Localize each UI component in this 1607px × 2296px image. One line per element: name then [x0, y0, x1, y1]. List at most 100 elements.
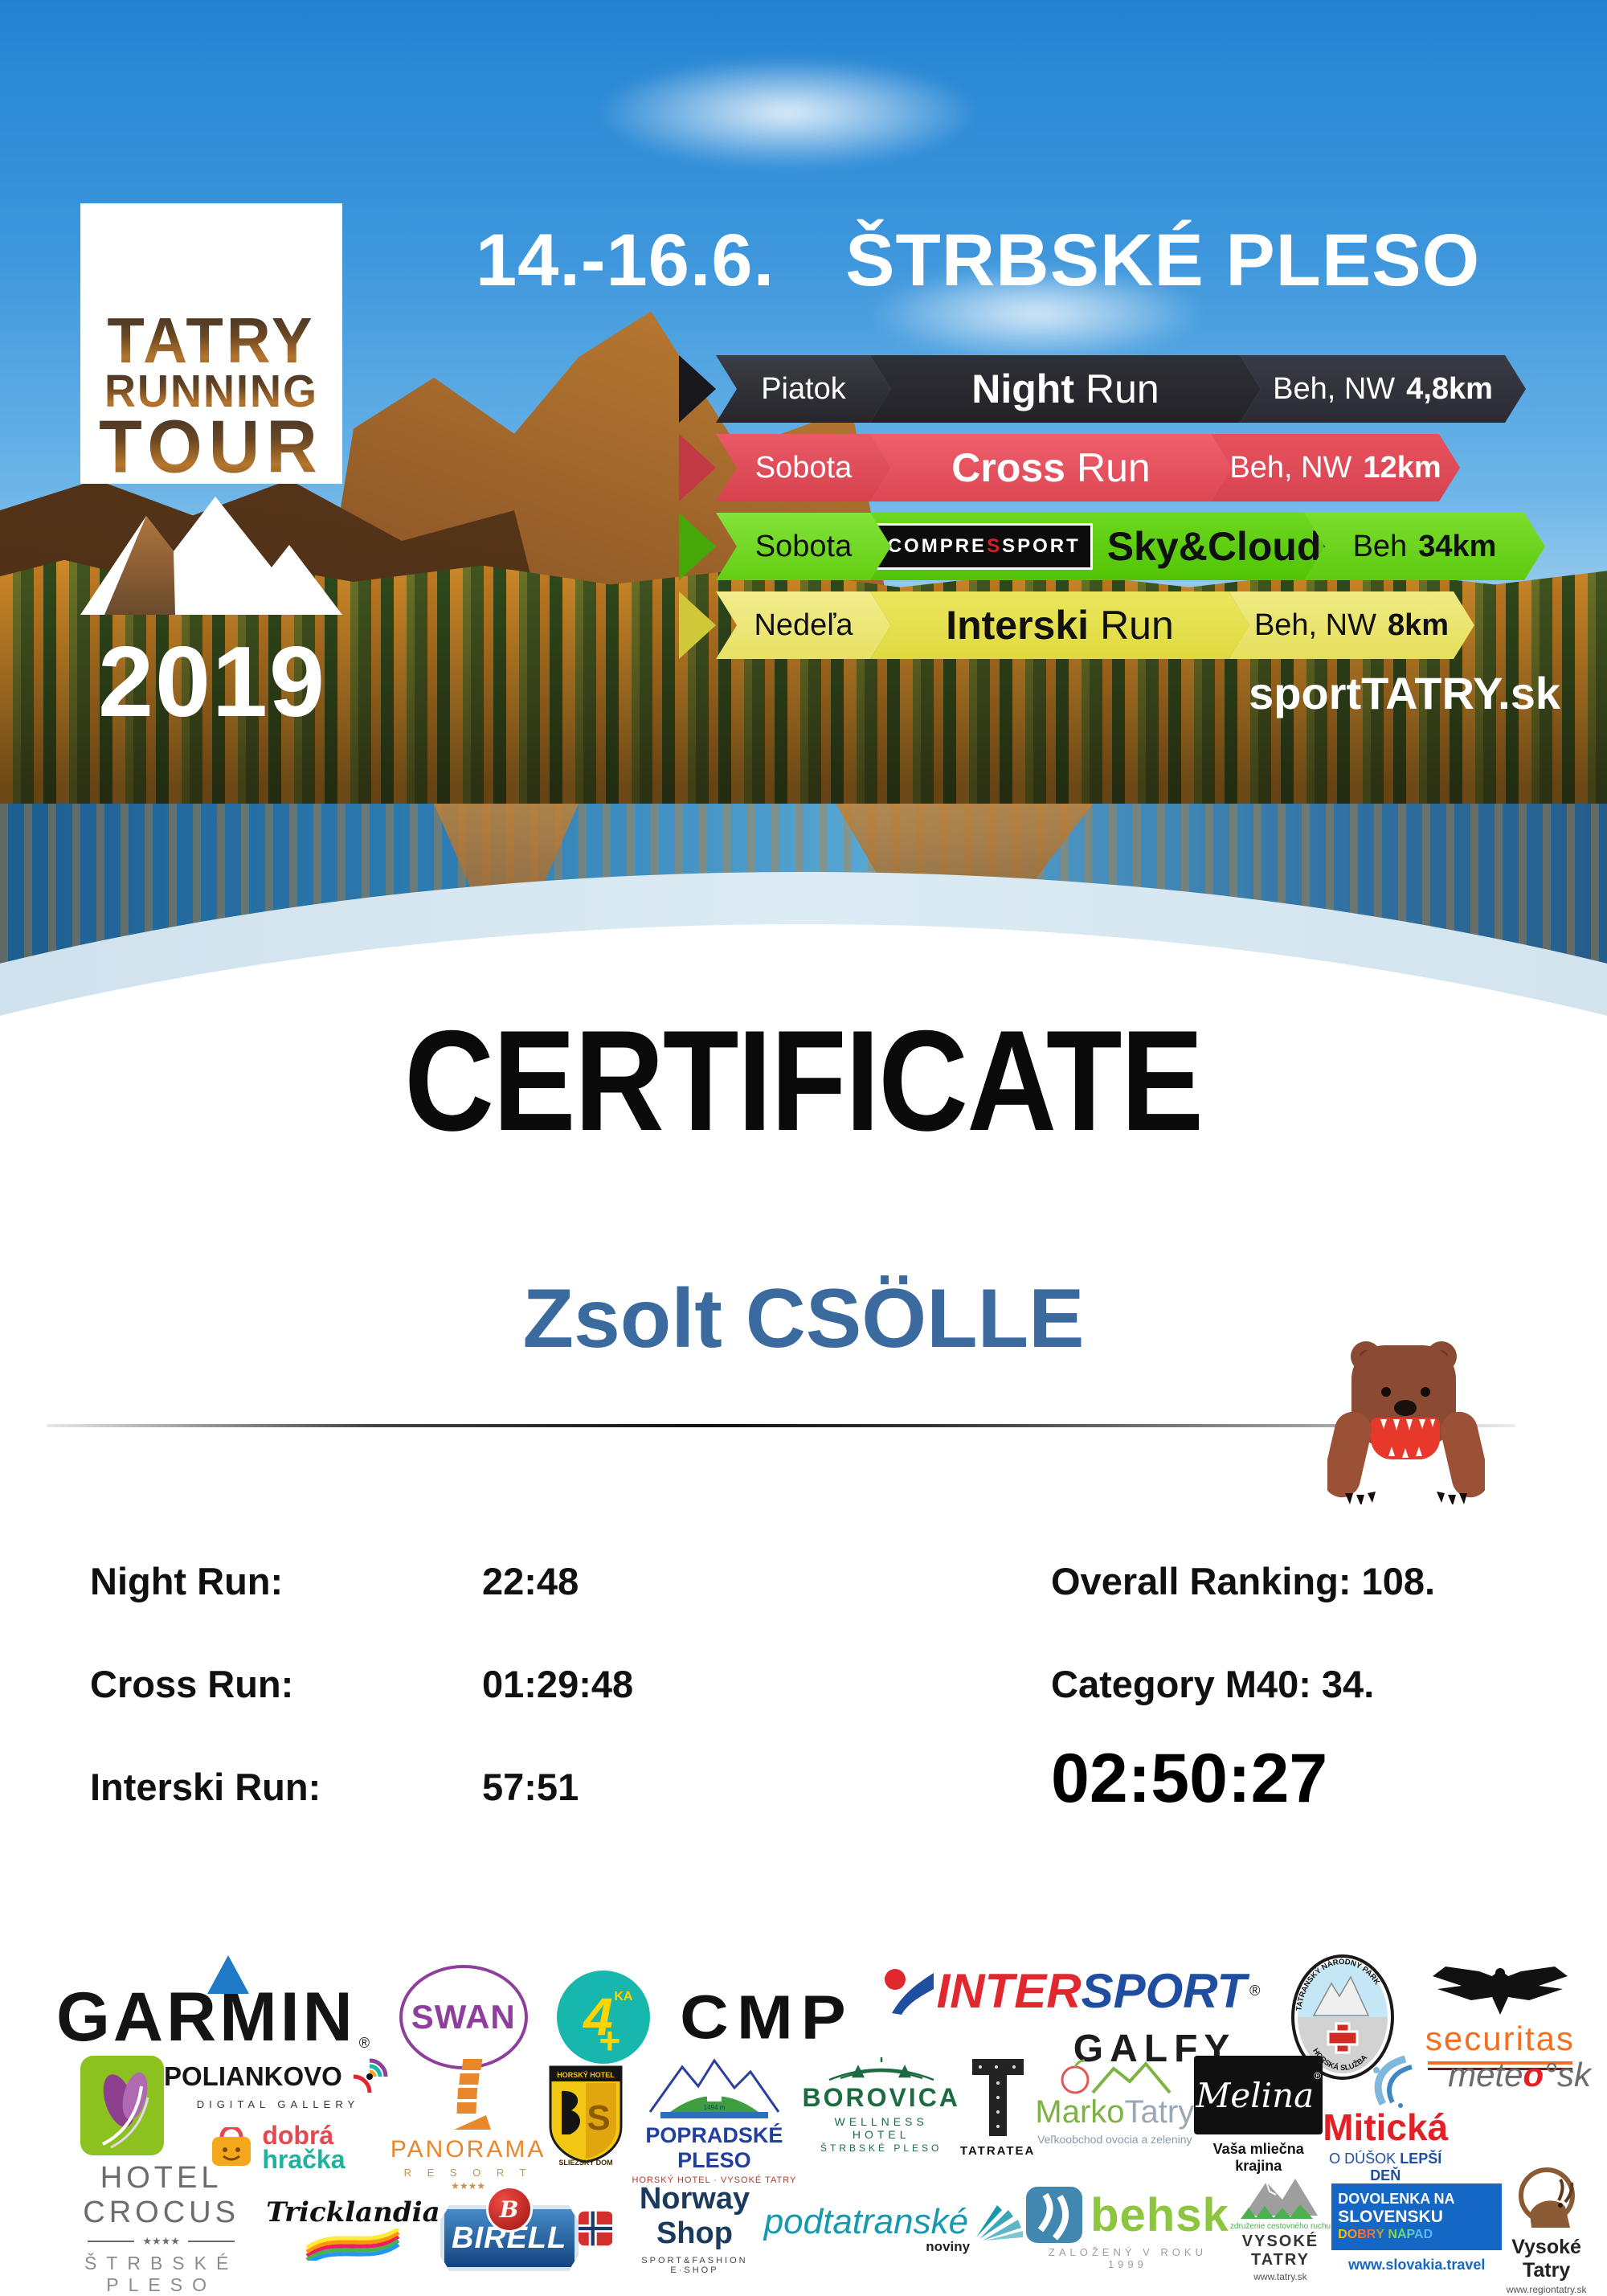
norway-flag-icon [578, 2211, 613, 2246]
sponsor-vysoke-tatry-zdruzenie: združenie cestovného ruchu VYSOKÉ TATRY … [1229, 2175, 1331, 2282]
region-website: www.regiontatry.sk [1506, 2284, 1587, 2295]
sponsor-garmin: GARMIN ® [56, 1955, 370, 2056]
logo-line-tatry: TATRY [107, 305, 316, 377]
popradske-subtitle: HORSKÝ HOTEL · VYSOKÉ TATRY [632, 2175, 797, 2185]
event-date: 14.-16.6. [476, 219, 775, 301]
participant-name: Zsolt CSÖLLE [522, 1272, 1085, 1365]
sponsor-podtatranske-noviny: podtatranské noviny [764, 2202, 1026, 2255]
event-location: ŠTRBSKÉ PLESO [845, 219, 1481, 301]
norway-shop-subtitle: SPORT&FASHION E·SHOP [641, 2256, 748, 2275]
dobra-word: dobrá [262, 2121, 334, 2150]
race-title-bold: Night [971, 366, 1074, 411]
poliankovo-subtitle: DIGITAL GALLERY [196, 2098, 360, 2110]
sponsor-dovolenka-na-slovensku: DOVOLENKA NA SLOVENSKU DOBRÝ NÁPAD www.s… [1331, 2183, 1503, 2273]
race-banner-night-run: Piatok Night Run Beh, NW 4,8km [679, 355, 1545, 423]
sponsor-borovica: BOROVICA WELLNESS HOTEL ŠTRBSKÉ PLESO [802, 2056, 959, 2154]
4ka-ka: KA [614, 1990, 633, 2003]
tanap-emblem-icon: TATRANSKÝ NÁRODNÝ PARK HORSKÁ SLUŽBA [1291, 1954, 1395, 2080]
race-title: COMPRESSPORT Sky&Clouds [870, 513, 1325, 580]
race-title: Interski Run [870, 591, 1249, 659]
vt-association-text: združenie cestovného ruchu [1229, 2221, 1331, 2231]
sponsor-marko-tatry: MarkoTatry Veľkoobchod ovocia a zeleniny [1035, 2056, 1194, 2146]
vt-wordmark: VYSOKÉ TATRY [1241, 2232, 1319, 2269]
melina-wordmark: Melina [1196, 2075, 1315, 2115]
registered-symbol: ® [1249, 1983, 1261, 1999]
borovica-subtitle1: WELLNESS HOTEL [834, 2115, 928, 2141]
race-day: Nedeľa [716, 591, 891, 659]
cloud [595, 56, 980, 169]
tatratea-t-icon [971, 2059, 1024, 2136]
tatry-word: Tatry [1124, 2094, 1195, 2130]
sponsor-poliankovo-dobra: POLIANKOVO DIGITAL GALLERY [164, 2056, 391, 2173]
sponsor-birell: B BIRELL [440, 2186, 579, 2271]
melina-subtitle: Vaša mliečna krajina [1212, 2141, 1304, 2174]
dovolenka-website: www.slovakia.travel [1347, 2256, 1486, 2273]
sponsor-tatratea: TATRATEA [960, 2056, 1035, 2158]
securitas-wordmark: securitas [1425, 2019, 1575, 2057]
garmin-wordmark: GARMIN [56, 1979, 356, 2056]
sponsor-4ka: 4 KA + [557, 1971, 651, 2064]
poliankovo-line: POLIANKOVO [164, 2056, 391, 2098]
sponsor-norway-shop: Norway Shop SPORT&FASHION E·SHOP [578, 2182, 764, 2275]
sponsor-hotel-crocus-text: HOTEL CROCUS ★★★★ ŠTRBSKÉ PLESO [56, 2161, 266, 2296]
popradske-pleso-icon: 1494 m [648, 2058, 780, 2118]
sponsor-row-1: GARMIN ® SWAN 4 KA + CMP INTER SPORT ® G… [56, 1954, 1575, 2080]
sponsor-tricklandia: Tricklandia [266, 2196, 440, 2261]
noviny-word: noviny [926, 2239, 971, 2254]
race-distance: Beh, NW 4,8km [1240, 355, 1526, 423]
crocus-flower-icon [80, 2056, 164, 2155]
norway-shop-text: Norway Shop SPORT&FASHION E·SHOP [625, 2182, 763, 2275]
marko-word: Marko [1035, 2094, 1125, 2130]
logo-mountain-icon [80, 497, 342, 615]
certificate-title: CERTIFICATE [0, 998, 1607, 1163]
hotel-crocus-stars: ★★★★ [88, 2235, 235, 2248]
race-distance: Beh, NW 12km [1211, 434, 1460, 501]
sponsor-popradske-pleso: 1494 m POPRADSKÉ PLESO HORSKÝ HOTEL · VY… [626, 2056, 802, 2185]
sponsor-behsk: behsk ZALOŽENÝ V ROKU 1999 [1026, 2187, 1229, 2270]
race-distance: Beh, NW 8km [1229, 591, 1474, 659]
panorama-wordmark: PANORAMA [390, 2136, 546, 2163]
miticka-sub-1: O DÚŠOK [1329, 2151, 1401, 2167]
sponsor-tanap: TATRANSKÝ NÁRODNÝ PARK HORSKÁ SLUŽBA [1290, 1953, 1396, 2081]
total-time: 02:50:27 [1051, 1740, 1328, 1817]
cmp-wordmark: CMP [680, 1982, 854, 2052]
race-km: 12km [1363, 450, 1441, 485]
race-day: Sobota [716, 434, 891, 501]
miticka-sub-2: LEPŠÍ DEŇ [1370, 2151, 1442, 2183]
dovolenka-line2: SLOVENSKU [1338, 2207, 1443, 2226]
intersport-sport: SPORT [1081, 1964, 1247, 2018]
borovica-roof-icon [828, 2057, 934, 2081]
event-date-location: 14.-16.6. ŠTRBSKÉ PLESO [476, 219, 1480, 303]
sliezsky-bottom-text: SLIEZSKY DOM [559, 2159, 613, 2167]
miticka-subtitle: O DÚŠOK LEPŠÍ DEŇ [1323, 2151, 1448, 2184]
behsk-subtitle: ZALOŽENÝ V ROKU 1999 [1048, 2246, 1207, 2270]
sponsor-intersport-galfy: INTER SPORT ® GALFY [884, 1963, 1261, 2071]
race-title-rest: Run [1077, 445, 1151, 490]
registered-symbol: ® [1314, 2070, 1322, 2081]
logo-line-running: RUNNING [104, 366, 318, 417]
result-label-cross-run: Cross Run: [90, 1663, 294, 1705]
sponsor-securitas: securitas [1425, 1965, 1575, 2070]
tatratea-wordmark: TATRATEA [959, 2144, 1036, 2158]
marko-tatry-icon [1061, 2059, 1172, 2094]
behsk-runner-icon [1026, 2187, 1083, 2243]
hotel-crocus-wordmark: HOTEL CROCUS [83, 2161, 239, 2229]
behsk-line: behsk [1026, 2187, 1229, 2243]
result-value-night-run: 22:48 [482, 1560, 579, 1602]
race-banner-cross-run: Sobota Cross Run Beh, NW 12km [679, 434, 1545, 501]
marko-tatry-wordmark: MarkoTatry [1035, 2096, 1194, 2128]
bear-mascot-icon [1327, 1341, 1485, 1504]
banner-tail [679, 513, 716, 580]
sponsor-panorama-resort: PANORAMA R E S O R T ★★★★ [391, 2056, 546, 2192]
compressport-text: COMPRESSPORT [888, 535, 1081, 558]
tricklandia-ribbon-icon [305, 2228, 400, 2261]
race-title-bold: Cross [951, 445, 1065, 490]
securitas-eagle-icon [1432, 1966, 1568, 2015]
4ka-plus: + [599, 2020, 621, 2062]
poliankovo-wordmark: POLIANKOVO [164, 2061, 342, 2091]
popradske-altitude: 1494 m [704, 2104, 726, 2111]
race-title: Cross Run [870, 434, 1232, 501]
sponsor-dobra-hracka: dobrá hračka [209, 2121, 346, 2173]
logo-line-tour: TOUR [99, 404, 324, 488]
panorama-tower-icon [453, 2059, 491, 2130]
